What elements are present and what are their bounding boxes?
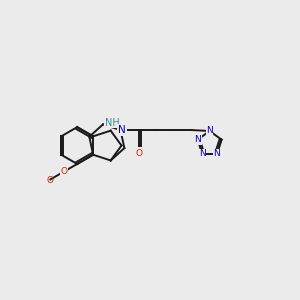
Text: N: N	[206, 127, 213, 136]
Text: N: N	[194, 135, 201, 144]
Text: NH: NH	[105, 118, 119, 128]
Text: O: O	[46, 176, 53, 184]
Text: N: N	[214, 149, 220, 158]
Text: O: O	[136, 149, 142, 158]
Text: N: N	[199, 149, 206, 158]
Text: O: O	[60, 167, 67, 176]
Text: N: N	[118, 125, 126, 135]
